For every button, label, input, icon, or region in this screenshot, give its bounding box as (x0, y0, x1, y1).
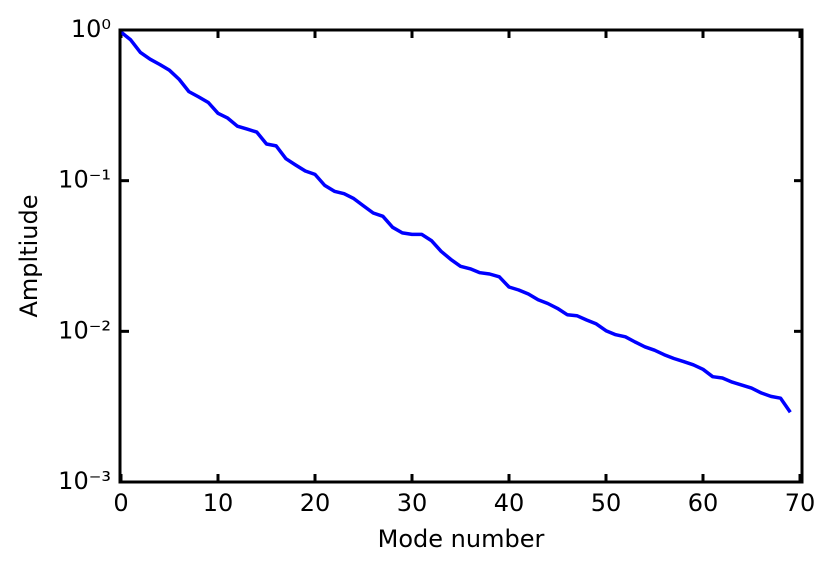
y-tick-label: 10⁻² (58, 316, 111, 344)
x-tick-label: 70 (785, 489, 816, 517)
x-tick-label: 60 (688, 489, 719, 517)
x-tick-label: 30 (397, 489, 428, 517)
x-tick-label: 50 (591, 489, 622, 517)
y-axis-label: Ampltiude (15, 195, 43, 318)
x-tick-label: 40 (494, 489, 525, 517)
plot-frame (118, 28, 804, 484)
x-tick-label: 20 (300, 489, 331, 517)
data-line (119, 30, 792, 414)
x-tick-label: 10 (203, 489, 234, 517)
y-tick-label: 10⁻¹ (58, 166, 111, 194)
x-axis-label: Mode number (378, 525, 545, 553)
y-tick-label: 10⁰ (71, 15, 111, 43)
y-tick-label: 10⁻³ (58, 467, 111, 495)
x-tick-label: 0 (113, 489, 128, 517)
